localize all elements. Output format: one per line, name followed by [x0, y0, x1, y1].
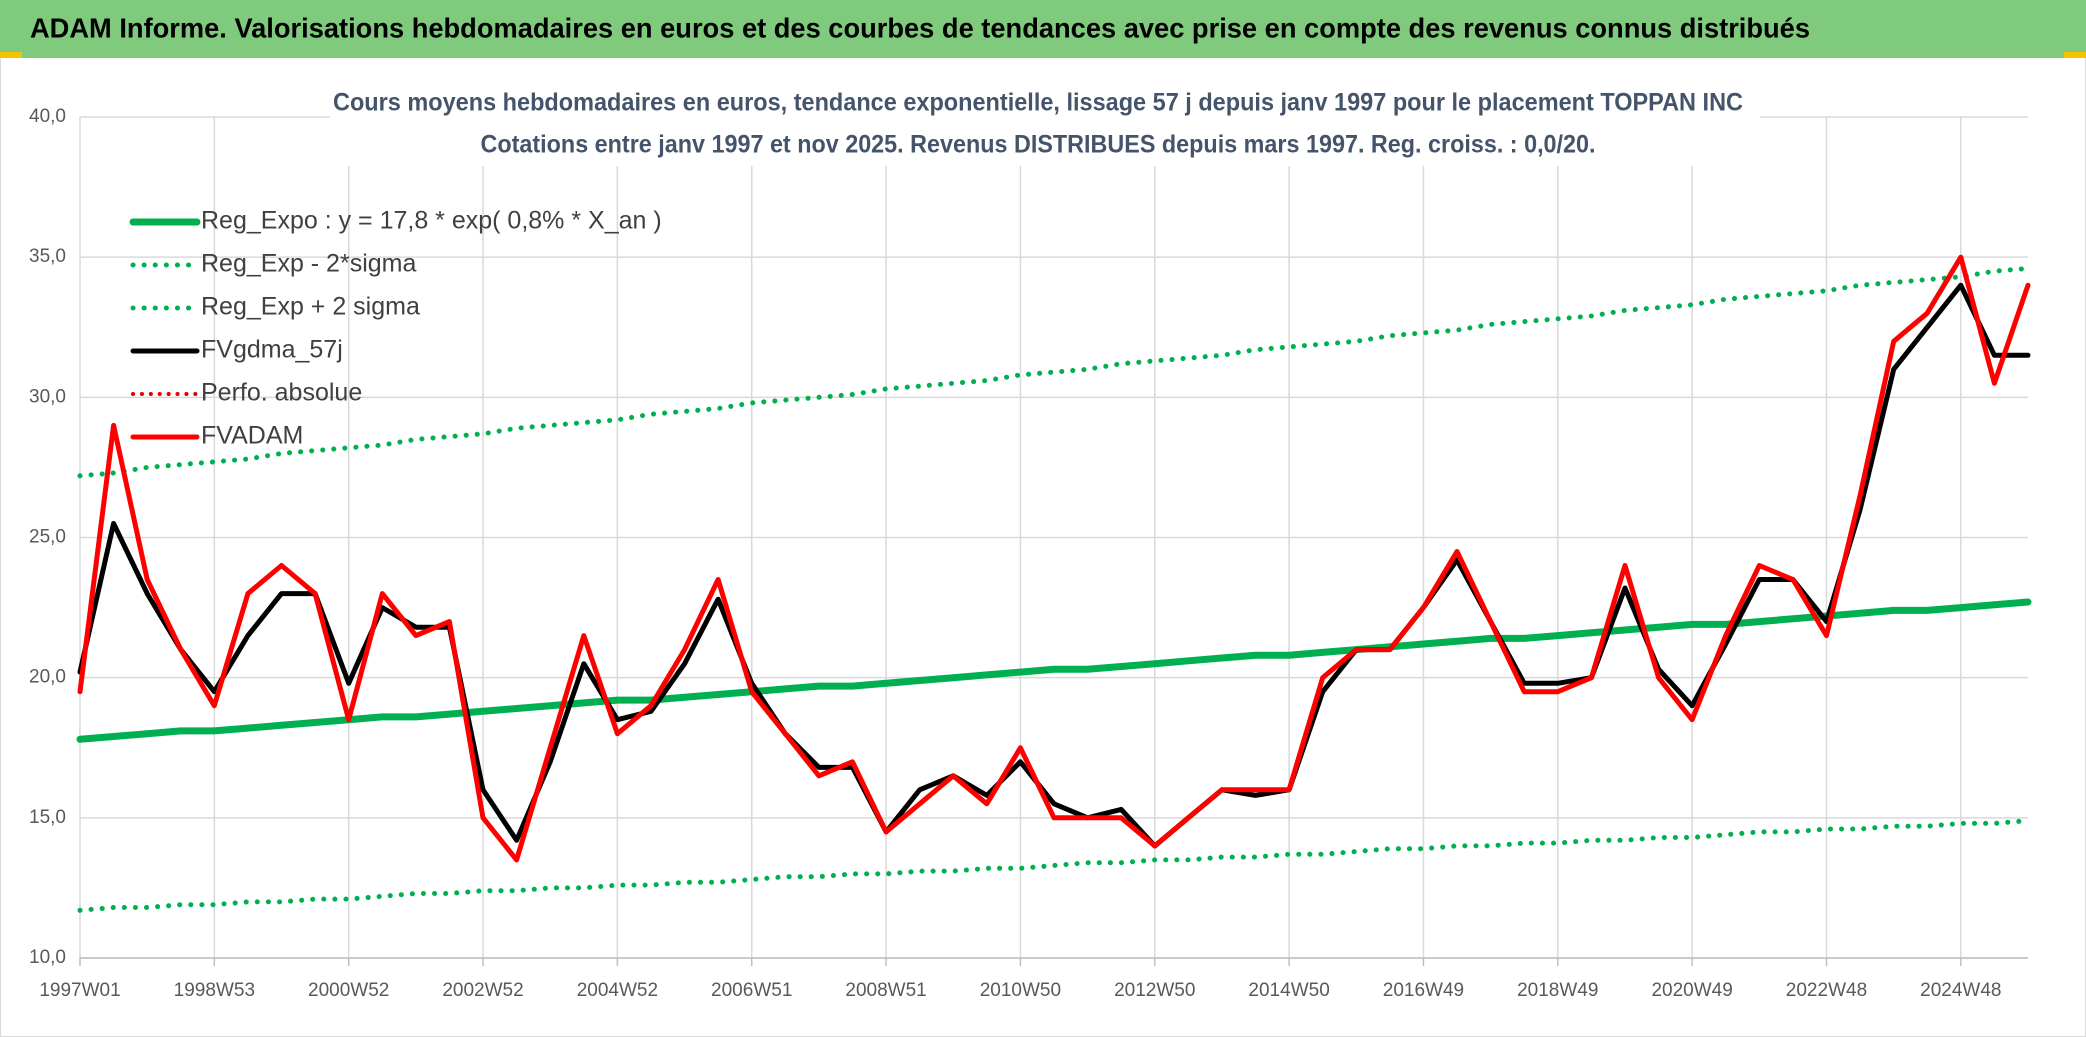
y-tick-label: 25,0: [29, 527, 66, 548]
x-tick-label: 2002W52: [442, 980, 523, 1001]
chart-title: Cours moyens hebdomadaires en euros, ten…: [333, 89, 1743, 117]
x-tick-label: 2012W50: [1114, 980, 1195, 1001]
x-tick-label: 1997W01: [39, 980, 120, 1001]
y-tick-label: 30,0: [29, 386, 66, 407]
series-line: [77, 254, 2031, 863]
x-tick-label: 2004W52: [577, 980, 658, 1001]
legend-label: FVgdma_57j: [201, 336, 343, 364]
legend-label: Reg_Exp - 2*sigma: [201, 250, 416, 278]
x-tick-label: 2008W51: [845, 980, 926, 1001]
x-tick-label: 1998W53: [174, 980, 255, 1001]
legend-label: Perfo. absolue: [201, 379, 362, 407]
x-tick-label: 2018W49: [1517, 980, 1598, 1001]
legend: Reg_Expo : y = 17,8 * exp( 0,8% * X_an )…: [129, 207, 662, 450]
y-tick-label: 15,0: [29, 807, 66, 828]
x-tick-label: 2020W49: [1651, 980, 1732, 1001]
x-tick-label: 2016W49: [1383, 980, 1464, 1001]
legend-label: FVADAM: [201, 422, 303, 450]
y-tick-label: 10,0: [29, 947, 66, 968]
x-tick-label: 2024W48: [1920, 980, 2001, 1001]
x-tick-label: 2006W51: [711, 980, 792, 1001]
x-tick-label: 2000W52: [308, 980, 389, 1001]
x-tick-label: 2014W50: [1248, 980, 1329, 1001]
corner: [2064, 52, 2086, 58]
legend-label: Reg_Expo : y = 17,8 * exp( 0,8% * X_an ): [201, 207, 662, 235]
banner-title: ADAM Informe. Valorisations hebdomadaire…: [30, 12, 1810, 43]
title-bg: [330, 86, 1760, 166]
y-tick-label: 35,0: [29, 246, 66, 267]
banner-bg: [0, 0, 2086, 58]
x-tick-label: 2022W48: [1786, 980, 1867, 1001]
series-line: [76, 598, 2032, 743]
series-line: [77, 265, 2031, 479]
y-tick-label: 40,0: [29, 106, 66, 127]
chart-subtitle: Cotations entre janv 1997 et nov 2025. R…: [481, 131, 1596, 159]
legend-label: Reg_Exp + 2 sigma: [201, 293, 420, 321]
y-tick-label: 20,0: [29, 667, 66, 688]
series-line: [77, 818, 2031, 913]
corner: [0, 52, 22, 58]
x-tick-label: 2010W50: [980, 980, 1061, 1001]
